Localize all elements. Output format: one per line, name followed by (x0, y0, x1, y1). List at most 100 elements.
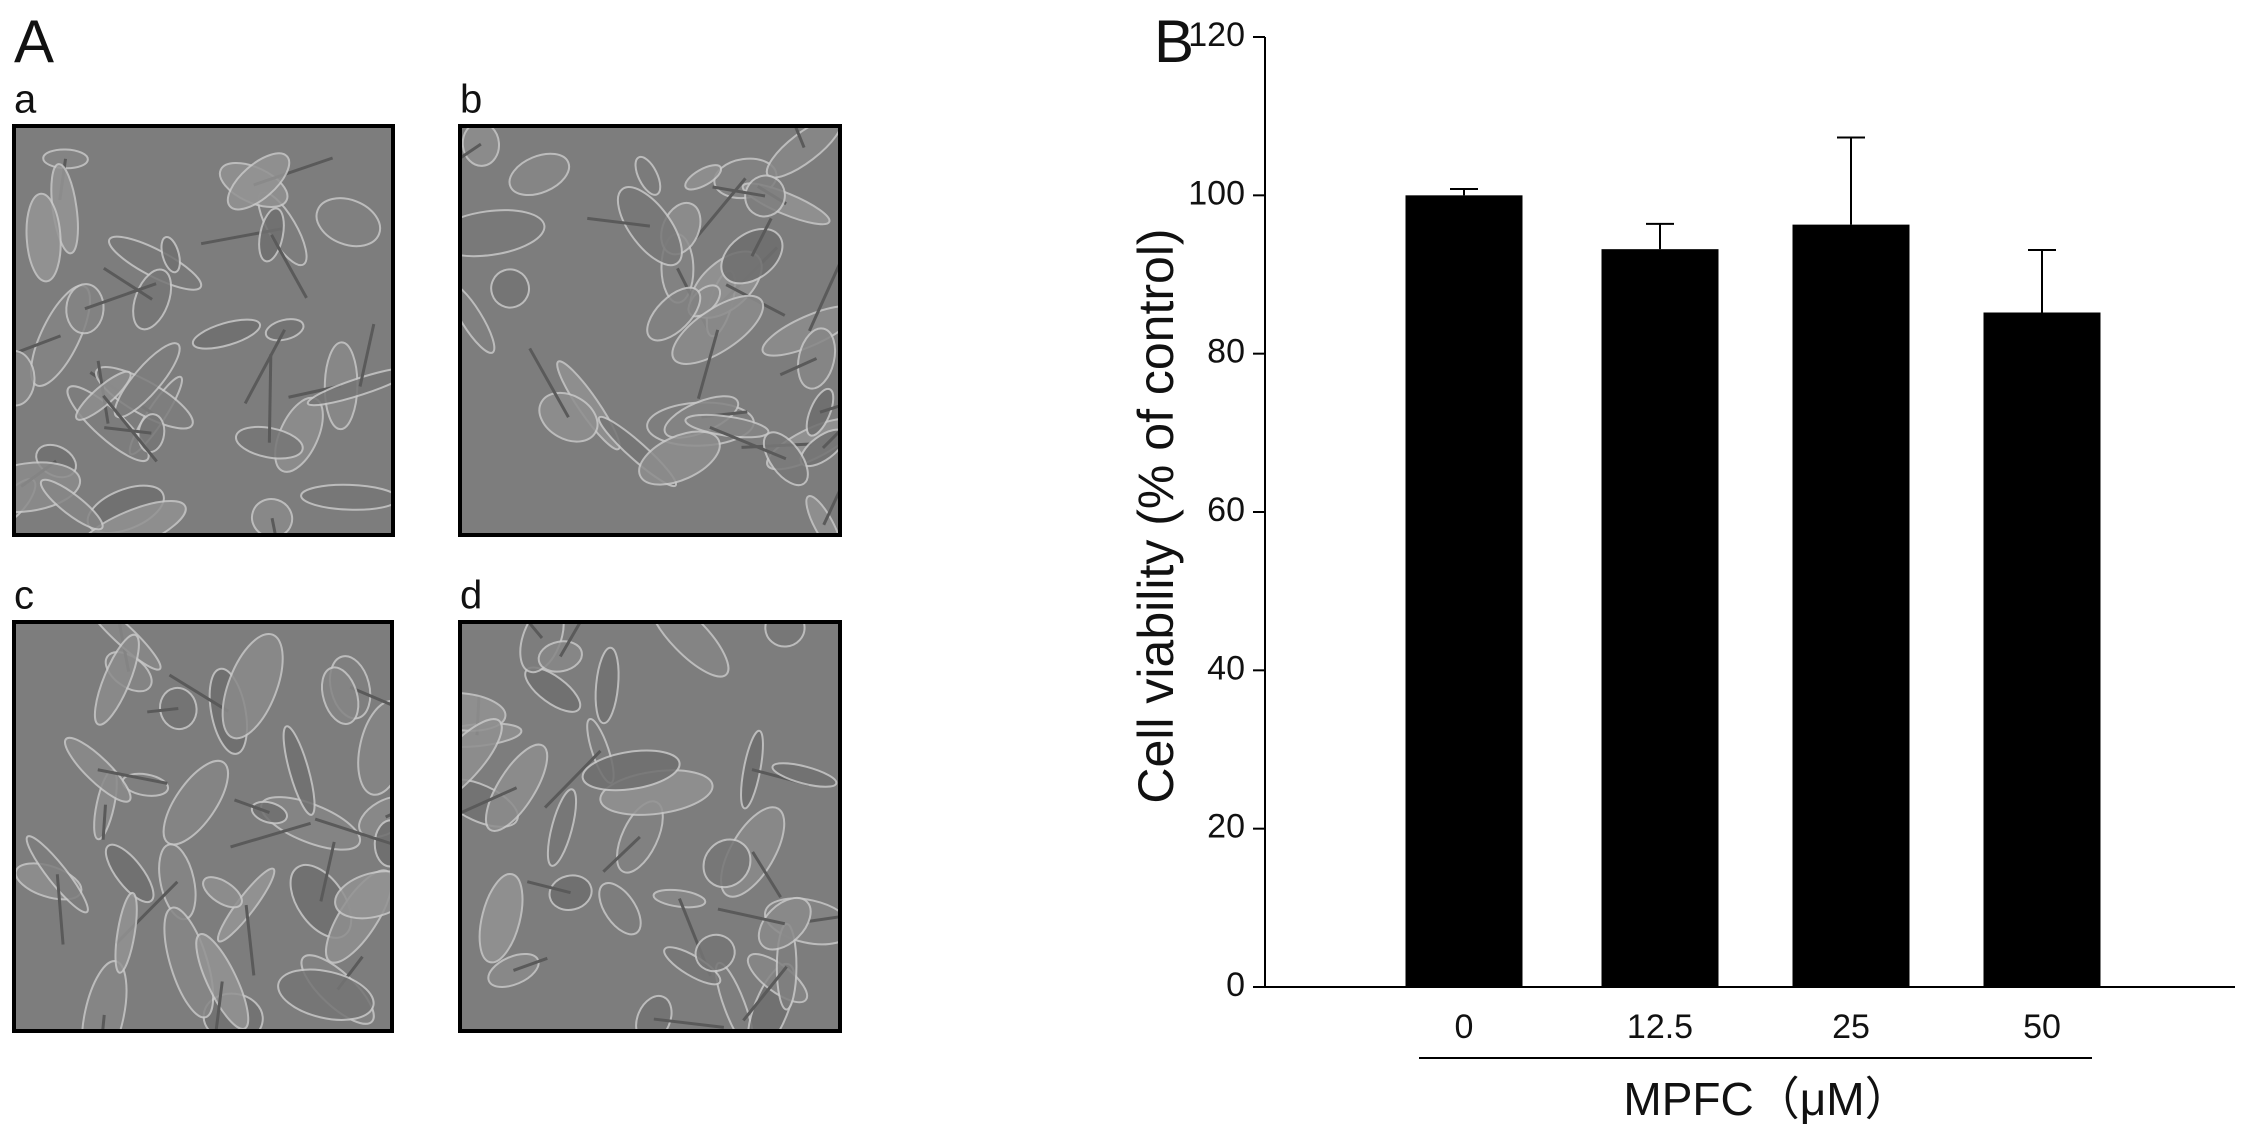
cell-process (696, 329, 720, 400)
x-tick-label: 50 (2023, 1008, 2061, 1046)
cell-process (559, 622, 583, 658)
cell-process (602, 835, 641, 873)
cell-process (243, 329, 286, 405)
cell (162, 759, 230, 846)
cell-process (168, 673, 230, 713)
cell-process (460, 786, 518, 815)
cell (104, 843, 155, 904)
cell (508, 152, 571, 197)
micrograph (14, 622, 392, 1031)
cell-process (102, 394, 158, 463)
cell (460, 282, 496, 354)
cell-process (695, 177, 747, 239)
cell-process (104, 426, 152, 435)
bar (1983, 312, 2101, 987)
cell-process (233, 798, 270, 814)
image-label: c (14, 574, 34, 618)
cell (25, 192, 62, 283)
cell (684, 164, 723, 191)
cell-process (101, 1014, 106, 1031)
cell-process (709, 425, 787, 461)
cell-process (244, 904, 256, 976)
cell (598, 882, 642, 936)
cell (546, 788, 578, 867)
cell (93, 633, 140, 726)
cell (702, 838, 752, 889)
cell (638, 430, 721, 486)
image-label: b (460, 78, 482, 122)
y-axis-label: Cell viability (% of control) (1128, 228, 1184, 803)
cell (594, 646, 620, 725)
cell-process (314, 817, 391, 845)
cell-process (750, 217, 773, 257)
cell-process (528, 347, 570, 418)
cell (202, 876, 243, 909)
y-tick-label: 80 (1207, 333, 1245, 371)
cell-process (742, 965, 788, 1022)
cell (764, 622, 806, 648)
cell (221, 632, 284, 740)
cell (334, 870, 392, 920)
bar (1405, 195, 1523, 988)
cell-process (214, 981, 224, 1031)
cell-process (55, 874, 65, 945)
x-tick-label: 0 (1455, 1008, 1474, 1046)
y-tick-label: 60 (1207, 491, 1245, 529)
image-label: d (460, 574, 482, 618)
cell-process (717, 907, 786, 926)
cell (113, 342, 181, 419)
cell (357, 700, 392, 796)
micrograph (14, 126, 393, 535)
cell (191, 318, 262, 350)
cell (694, 933, 736, 973)
cell (300, 483, 393, 511)
cell-process (349, 685, 392, 707)
x-tick-label: 12.5 (1627, 1008, 1693, 1046)
cell (581, 749, 681, 792)
y-tick-label: 40 (1207, 649, 1245, 687)
y-tick-label: 0 (1226, 966, 1245, 1004)
micrograph-border (12, 124, 395, 537)
cell (771, 762, 838, 788)
cell-process (779, 357, 818, 377)
cell-process (512, 956, 548, 972)
cell-process (460, 142, 482, 161)
y-tick-label: 120 (1188, 16, 1245, 54)
cell-process (712, 185, 766, 198)
cell (478, 873, 524, 964)
image-label: a (14, 78, 37, 122)
cell-process (14, 334, 62, 356)
cell-process (819, 404, 840, 414)
cell (226, 152, 291, 211)
cell-process (358, 323, 376, 387)
y-tick-label: 20 (1207, 808, 1245, 846)
cell (39, 478, 104, 531)
cell (160, 235, 181, 274)
cell-process (230, 821, 312, 849)
cell-process (653, 1017, 725, 1029)
panel-label: A (14, 8, 54, 75)
bar (1601, 249, 1719, 987)
cell (282, 725, 316, 816)
cell-process (793, 126, 806, 149)
cell (83, 622, 162, 671)
micrograph (460, 622, 840, 1031)
cell (646, 286, 702, 342)
cell (114, 891, 138, 974)
cell-process (319, 841, 336, 902)
cell (490, 268, 530, 309)
x-axis-label: MPFC（μM） (1623, 1073, 1910, 1125)
y-tick-label: 100 (1188, 174, 1245, 212)
cell-process (526, 622, 544, 639)
micrograph-border (12, 620, 394, 1033)
cell (315, 197, 382, 248)
cell-process (543, 749, 602, 809)
cell (684, 413, 770, 439)
cell-process (267, 354, 273, 443)
panel-label: B (1154, 8, 1194, 75)
cell-process (97, 768, 168, 785)
cell-process (821, 428, 840, 449)
cell (195, 933, 250, 1030)
cell-process (102, 267, 153, 301)
